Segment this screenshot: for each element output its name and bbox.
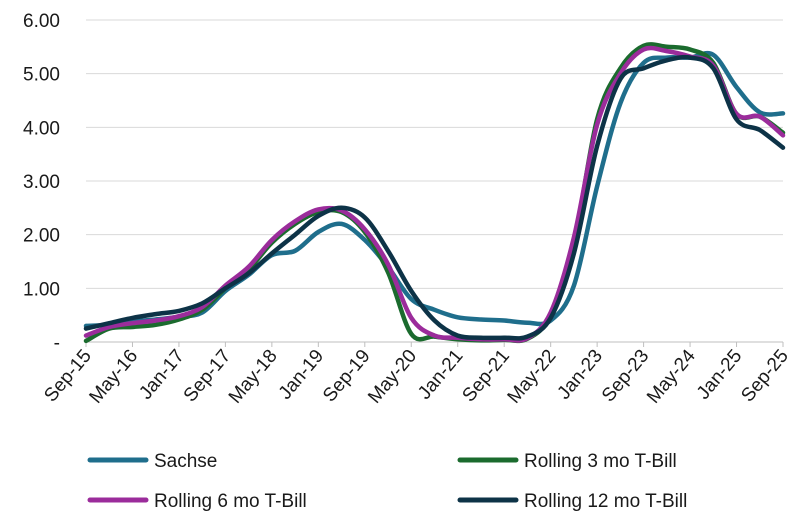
x-tick-label: Jan-23 — [554, 346, 607, 404]
x-tick-label: Jan-21 — [414, 346, 467, 404]
y-tick-label: 5.00 — [23, 65, 60, 86]
y-tick-label: 2.00 — [23, 226, 60, 247]
x-tick-label: May-24 — [643, 345, 700, 407]
legend-item-sachse: Sachse — [87, 451, 217, 472]
series-lines — [83, 42, 786, 344]
x-tick-label: Jan-25 — [693, 346, 746, 404]
y-tick-label: 1.00 — [23, 279, 60, 300]
x-tick-label: Jan-17 — [135, 346, 188, 404]
x-tick-label: May-22 — [504, 346, 561, 408]
x-tick-label: May-18 — [225, 346, 282, 408]
axes: -1.002.003.004.005.006.00Sep-15May-16Jan… — [23, 11, 788, 408]
y-tick-label: 6.00 — [23, 11, 60, 32]
legend-label-rolling-6mo-tbill: Rolling 6 mo T-Bill — [154, 491, 307, 512]
legend-label-sachse: Sachse — [154, 451, 217, 472]
x-tick-label: May-20 — [364, 346, 421, 408]
gridlines — [86, 19, 783, 289]
y-tick-label: 4.00 — [23, 118, 60, 139]
x-tick-label: May-16 — [85, 346, 142, 408]
y-tick-label: - — [54, 333, 60, 354]
y-tick-label: 3.00 — [23, 172, 60, 193]
legend-item-rolling-12mo-tbill: Rolling 12 mo T-Bill — [457, 491, 687, 512]
series-line-rolling-12mo-tbill — [83, 54, 786, 341]
legend: Sachse Rolling 3 mo T-Bill Rolling 6 mo T-… — [87, 451, 687, 512]
legend-item-rolling-6mo-tbill: Rolling 6 mo T-Bill — [87, 491, 307, 512]
legend-label-rolling-12mo-tbill: Rolling 12 mo T-Bill — [524, 491, 687, 512]
series-line-rolling-6mo-tbill — [83, 45, 786, 343]
legend-label-rolling-3mo-tbill: Rolling 3 mo T-Bill — [524, 451, 677, 472]
series-line-sachse — [83, 50, 786, 329]
legend-item-rolling-3mo-tbill: Rolling 3 mo T-Bill — [457, 451, 677, 472]
series-line-rolling-3mo-tbill — [83, 42, 786, 344]
x-tick-label: Sep-25 — [737, 346, 788, 406]
x-tick-label: Jan-19 — [275, 346, 328, 404]
